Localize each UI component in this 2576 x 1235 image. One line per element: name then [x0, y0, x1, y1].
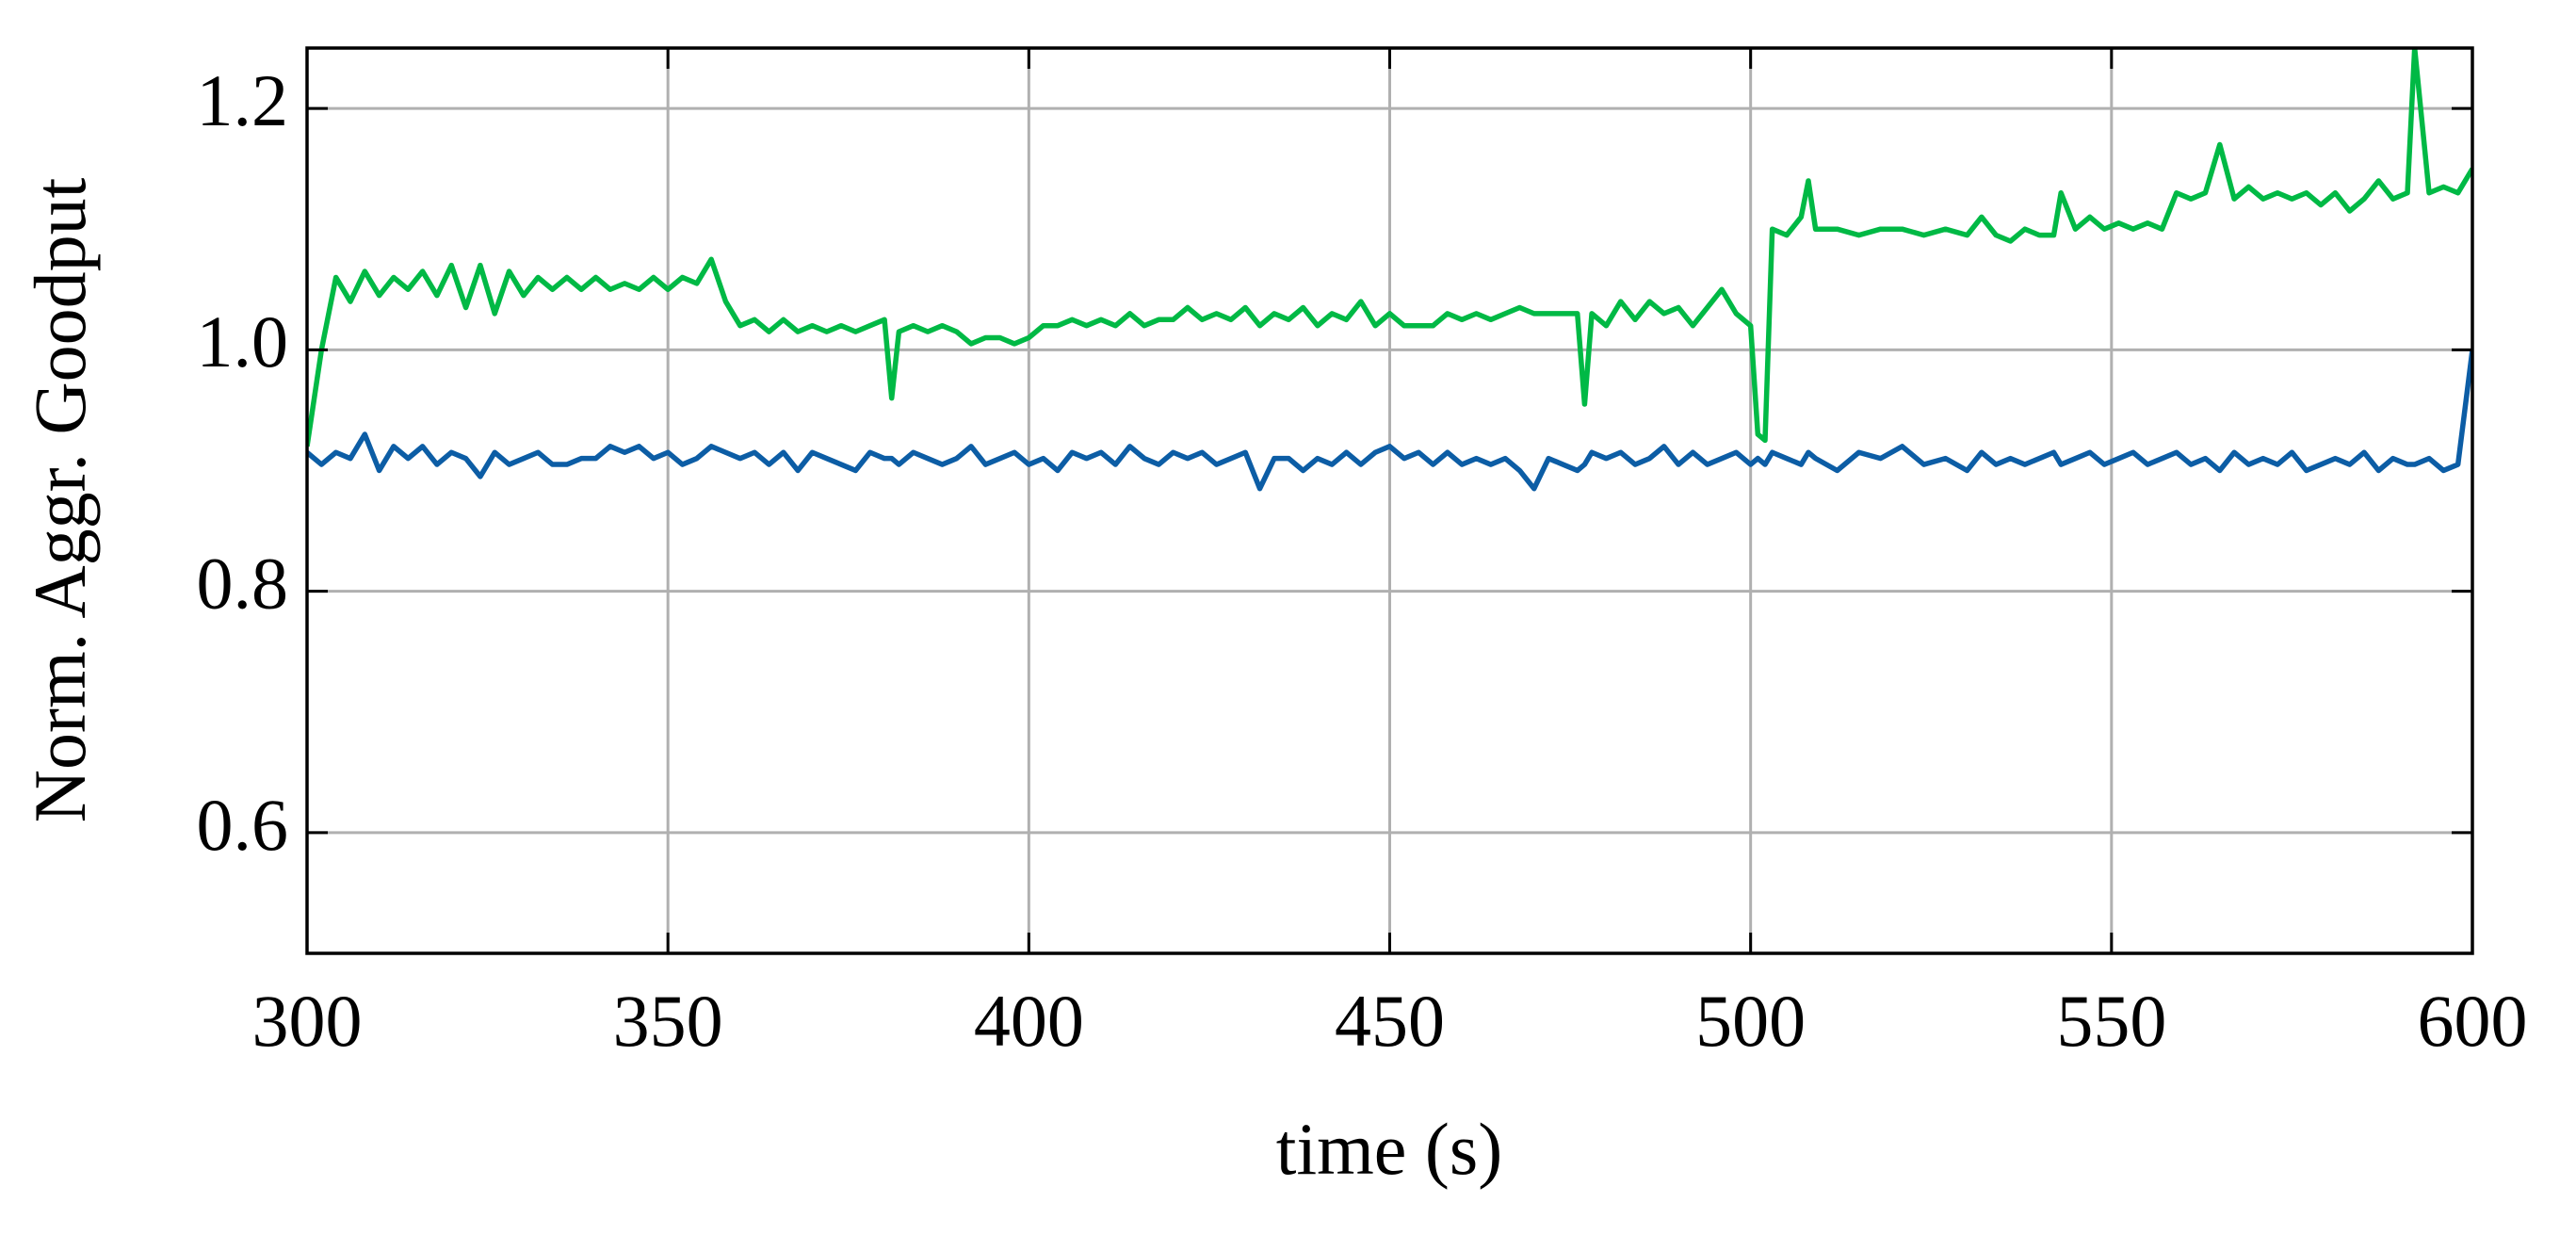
data-line [307, 349, 2472, 492]
x-tick-label: 450 [1335, 980, 1445, 1062]
data-line [307, 48, 2472, 447]
y-tick-label: 0.6 [197, 784, 289, 866]
y-tick-label: 1.2 [197, 59, 289, 141]
x-tick-label: 400 [974, 980, 1084, 1062]
x-tick-label: 300 [252, 980, 363, 1062]
y-tick-label: 1.0 [197, 301, 289, 382]
x-tick-label: 550 [2056, 980, 2166, 1062]
x-axis-label: time (s) [1276, 1108, 1502, 1190]
y-axis-label: Norm. Aggr. Goodput [19, 177, 101, 822]
y-tick-label: 0.8 [197, 543, 289, 625]
x-tick-label: 600 [2418, 980, 2528, 1062]
x-tick-label: 350 [613, 980, 723, 1062]
x-tick-label: 500 [1695, 980, 1806, 1062]
